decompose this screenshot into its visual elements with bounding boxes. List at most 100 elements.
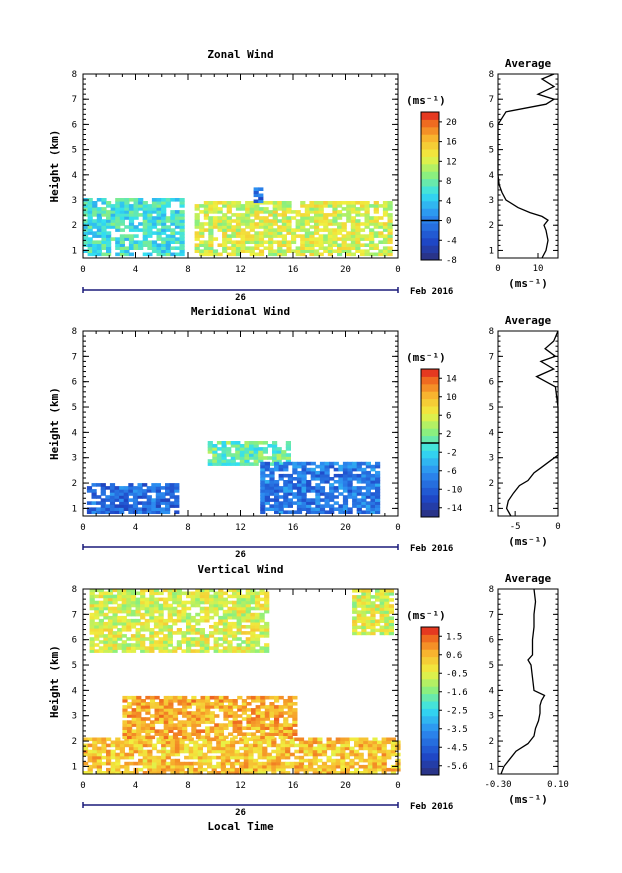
- heatmap-cell: [167, 643, 173, 647]
- heatmap-cell: [356, 480, 362, 484]
- heatmap-cell: [123, 492, 129, 496]
- heatmap-cell: [122, 720, 128, 724]
- heatmap-cell: [361, 613, 367, 617]
- heatmap-cell: [216, 453, 223, 457]
- heatmap-cell: [333, 473, 339, 478]
- heatmap-cell: [191, 702, 197, 706]
- heatmap-cell: [121, 606, 127, 611]
- heatmap-cell: [277, 225, 283, 229]
- profile-y-tick-label: 2: [489, 737, 494, 747]
- heatmap-cell: [170, 237, 176, 241]
- heatmap-cell: [149, 594, 155, 599]
- heatmap-cell: [292, 711, 298, 715]
- heatmap-cell: [365, 461, 371, 466]
- heatmap-cell: [203, 210, 209, 214]
- heatmap-cell: [110, 204, 116, 208]
- heatmap-cell: [355, 210, 361, 214]
- heatmap-cell: [338, 473, 344, 478]
- heatmap-cell: [151, 483, 157, 487]
- heatmap-cell: [194, 204, 200, 208]
- heatmap-cell: [170, 231, 176, 235]
- heatmap-cell: [212, 237, 219, 241]
- heatmap-cell: [167, 640, 173, 644]
- heatmap-cell: [94, 621, 100, 626]
- heatmap-cell: [280, 771, 286, 775]
- heatmap-cell: [208, 225, 214, 229]
- heatmap-cell: [87, 216, 93, 220]
- heatmap-cell: [149, 637, 155, 641]
- heatmap-cell: [186, 640, 192, 644]
- heatmap-cell: [231, 240, 237, 244]
- heatmap-cell: [115, 240, 121, 244]
- heatmap-cell: [132, 486, 139, 490]
- heatmap-cell: [87, 210, 93, 214]
- heatmap-cell: [236, 646, 242, 650]
- heatmap-cell: [128, 204, 135, 208]
- heatmap-cell: [298, 767, 305, 772]
- heatmap-cell: [131, 732, 137, 736]
- heatmap-cell: [301, 470, 307, 475]
- heatmap-cell: [133, 743, 139, 748]
- heatmap-cell: [160, 501, 166, 505]
- heatmap-cell: [274, 726, 280, 730]
- heatmap-cell: [188, 737, 194, 742]
- heatmap-cell: [260, 483, 266, 487]
- heatmap-cell: [303, 758, 309, 763]
- heatmap-cell: [358, 740, 364, 745]
- heatmap-cell: [276, 459, 282, 463]
- heatmap-cell: [341, 237, 347, 241]
- heatmap-cell: [369, 204, 375, 208]
- heatmap-cell: [96, 228, 102, 232]
- heatmap-cell: [138, 758, 144, 763]
- colorbar-swatch: [421, 450, 439, 459]
- heatmap-cell: [312, 749, 318, 754]
- heatmap-cell: [337, 249, 343, 253]
- heatmap-cell: [300, 237, 306, 241]
- heatmap-cell: [314, 225, 320, 229]
- heatmap-cell: [287, 498, 293, 502]
- heatmap-cell: [140, 708, 146, 712]
- colorbar-tick-label: -5.6: [446, 762, 468, 772]
- heatmap-cell: [255, 717, 261, 721]
- heatmap-cell: [172, 621, 178, 626]
- heatmap-cell: [254, 207, 260, 211]
- heatmap-cell: [145, 723, 151, 727]
- y-tick-label: 6: [72, 378, 77, 388]
- heatmap-cell: [295, 228, 301, 232]
- heatmap-cell: [161, 237, 167, 241]
- heatmap-cell: [346, 249, 352, 253]
- heatmap-cell: [156, 755, 162, 760]
- heatmap-cell: [269, 473, 275, 478]
- heatmap-cell: [352, 495, 358, 499]
- heatmap-cell: [235, 201, 242, 205]
- heatmap-cell: [181, 591, 187, 596]
- heatmap-cell: [370, 464, 376, 469]
- heatmap-cell: [274, 501, 280, 505]
- heatmap-cell: [96, 231, 102, 235]
- heatmap-cell: [115, 207, 121, 211]
- colorbar-swatch: [421, 163, 439, 172]
- heatmap-cell: [204, 643, 210, 647]
- heatmap-cell: [340, 771, 346, 775]
- heatmap-cell: [253, 767, 259, 772]
- heatmap-cell: [278, 495, 284, 499]
- heatmap-cell: [277, 213, 283, 217]
- heatmap-cell: [217, 201, 223, 205]
- heatmap-cell: [163, 621, 169, 626]
- heatmap-cell: [230, 740, 236, 745]
- heatmap-cell: [106, 219, 112, 223]
- heatmap-cell: [138, 198, 144, 202]
- heatmap-cell: [96, 501, 102, 505]
- heatmap-cell: [388, 589, 394, 593]
- heatmap-cell: [217, 210, 223, 214]
- heatmap-cell: [277, 204, 283, 208]
- heatmap-cell: [167, 649, 173, 653]
- heatmap-cells: [83, 187, 393, 257]
- heatmap-cell: [243, 740, 249, 745]
- heatmap-cell: [283, 501, 289, 505]
- heatmap-cell: [138, 752, 144, 757]
- heatmap-cell: [217, 207, 223, 211]
- heatmap-cell: [107, 606, 114, 611]
- heatmap-cell: [375, 480, 381, 484]
- heatmap-cell: [356, 610, 362, 614]
